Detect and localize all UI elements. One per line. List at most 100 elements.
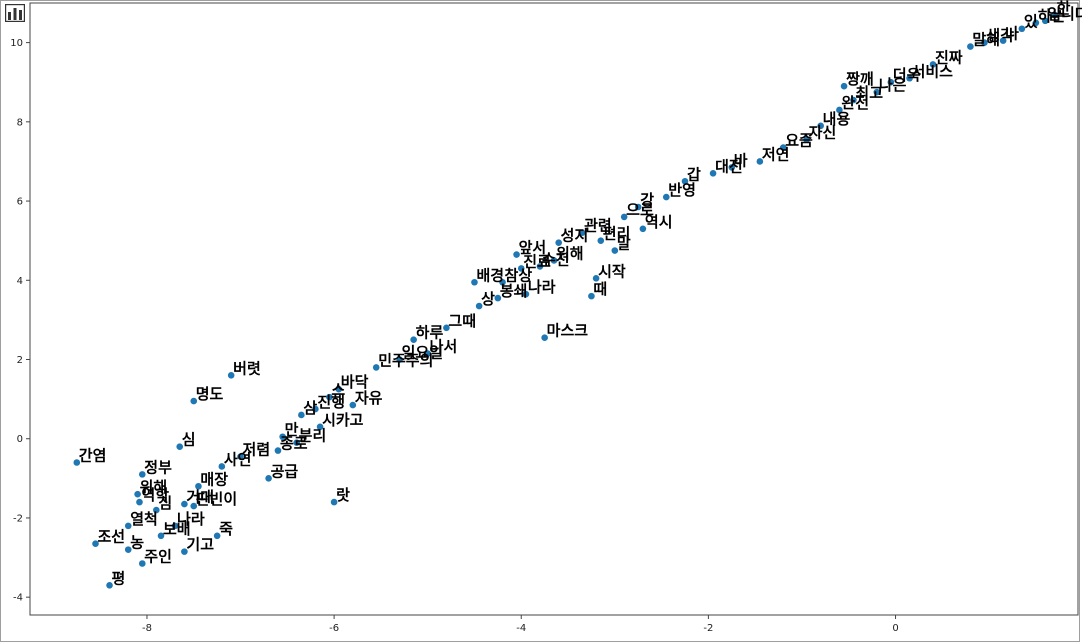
scatter-point (662, 193, 670, 201)
point-label: 위해 (556, 244, 584, 262)
x-tick-label: -2 (703, 623, 713, 634)
scatter-point (195, 482, 202, 490)
scatter-point (181, 500, 188, 508)
point-label: 최고 (855, 84, 883, 102)
scatter-point (124, 546, 132, 553)
y-tick-label: -2 (13, 513, 23, 524)
point-label: 때 (593, 280, 607, 298)
point-label: 하는 (1038, 7, 1066, 25)
point-label: 갑 (687, 165, 701, 183)
point-label: 자유 (355, 389, 383, 407)
point-label: 대전 (715, 157, 743, 175)
point-label: 하루 (416, 324, 444, 342)
y-tick-label: 2 (17, 355, 23, 366)
point-label: 말해 (972, 31, 1000, 49)
point-label: 상 (481, 290, 495, 308)
point-label: 더욱 (893, 66, 921, 84)
scatter-point (578, 229, 586, 237)
scatter-point (929, 61, 937, 68)
x-tick-label: -8 (142, 623, 152, 634)
point-label: 역학 (141, 486, 169, 504)
point-label: 만 (285, 421, 299, 439)
scatter-point (639, 225, 647, 233)
y-tick-label: 8 (17, 117, 23, 128)
point-label: 심 (182, 431, 196, 449)
point-label: 나 (1005, 25, 1019, 43)
scatter-point (190, 502, 198, 510)
point-label: 기고 (186, 536, 214, 554)
scatter-point (279, 433, 286, 441)
point-label: 진행 (317, 393, 345, 411)
point-label: 생각 (986, 27, 1014, 45)
scatter-point (999, 37, 1007, 44)
point-label: 강 (640, 191, 654, 209)
point-label: 농 (130, 534, 144, 552)
scatter-point (588, 292, 595, 300)
scatter-point (779, 144, 787, 151)
scatter-point (471, 278, 478, 286)
point-label: 일요일 (402, 344, 443, 362)
scatter-point (475, 302, 483, 310)
x-tick-label: -4 (516, 623, 526, 634)
scatter-point (513, 251, 520, 258)
point-label: 평 (112, 569, 126, 587)
scatter-point (756, 158, 764, 165)
scatter-point (817, 122, 824, 130)
scatter-point (906, 74, 913, 82)
point-label: 심 (158, 494, 172, 512)
scatter-point (349, 401, 357, 409)
scatter-point (550, 257, 558, 264)
scatter-point (106, 581, 113, 589)
scatter-point (316, 423, 324, 431)
scatter-point (410, 336, 417, 343)
scatter-point (326, 393, 333, 401)
scatter-point (541, 334, 548, 342)
scatter-point (681, 177, 689, 185)
scatter-point (213, 532, 221, 540)
point-label: 공급 (271, 462, 299, 480)
bar-chart-icon[interactable] (5, 4, 25, 22)
point-label: 한 (1057, 0, 1071, 17)
point-label: 랏 (336, 486, 350, 504)
scatter-point (298, 411, 305, 419)
scatter-point (237, 453, 244, 460)
point-label: 자신 (809, 124, 837, 142)
scatter-point (620, 213, 628, 221)
point-label: 바 (734, 151, 748, 169)
y-tick-label: 10 (10, 38, 23, 49)
point-label: 서비스 (912, 62, 954, 80)
point-label: 위해 (140, 478, 168, 496)
point-label: 나라 (177, 510, 205, 528)
x-tick-label: -6 (329, 623, 339, 634)
scatter-point (330, 498, 338, 506)
point-label: 주인 (144, 548, 172, 566)
x-tick-label: 0 (892, 623, 898, 634)
axes-box (29, 2, 1079, 616)
point-label: 버렷 (233, 359, 261, 377)
scatter-point (171, 522, 179, 530)
y-tick-label: -4 (13, 593, 23, 604)
scatter-point (274, 447, 282, 454)
point-label: 역시 (645, 213, 673, 231)
point-label: 스 (331, 381, 345, 399)
point-label: 짱깨 (846, 70, 874, 88)
point-label: 으로 (626, 201, 654, 219)
scatter-point (1051, 11, 1058, 19)
scatter-point (227, 372, 235, 379)
scatter-point (293, 439, 300, 446)
point-label: 관련 (584, 217, 612, 235)
point-label: 있 (1024, 13, 1038, 31)
scatter-point (536, 263, 544, 270)
scatter-point (597, 237, 605, 244)
point-label: 그때 (448, 312, 476, 330)
scatter-point (709, 170, 717, 177)
point-label: 죽 (219, 520, 233, 538)
scatter-point (967, 43, 974, 50)
scatter-point (218, 463, 226, 470)
point-label: 배경 (476, 266, 504, 284)
scatter-point (887, 78, 895, 86)
point-label: 편리 (603, 225, 631, 243)
point-label: 입니다 (1047, 5, 1082, 23)
point-label: 매장 (200, 470, 228, 488)
